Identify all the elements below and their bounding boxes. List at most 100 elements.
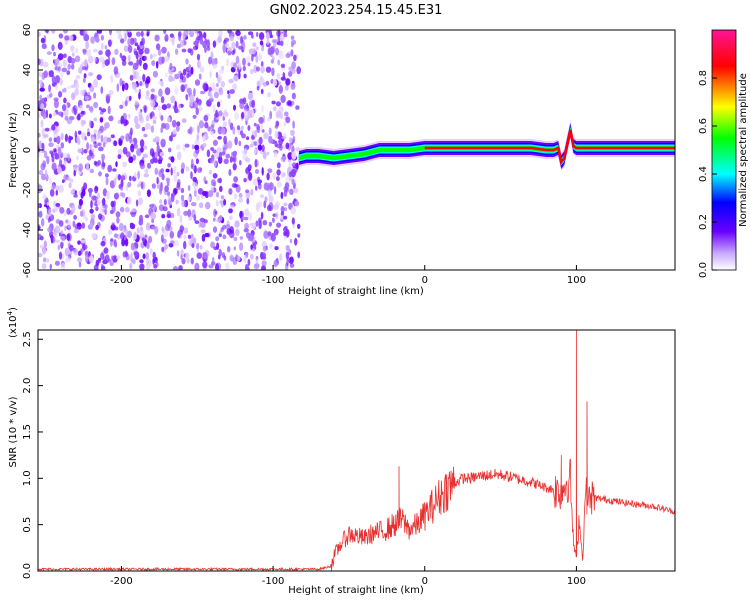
noise-speckle: [38, 170, 43, 175]
noise-speckle: [242, 57, 246, 66]
noise-speckle: [292, 136, 296, 144]
noise-speckle: [164, 87, 171, 96]
noise-speckle: [243, 254, 247, 263]
colorbar-tick-label: 0.6: [698, 118, 709, 134]
noise-speckle: [51, 125, 56, 131]
noise-speckle: [201, 234, 206, 242]
noise-speckle: [77, 222, 81, 227]
noise-speckle: [73, 169, 76, 177]
noise-speckle: [159, 185, 163, 192]
snr-ticks: -200 -100 0 100 0.0 0.5 1.0 1.5 2.0 2.5: [22, 331, 586, 587]
noise-speckle: [128, 113, 131, 119]
noise-speckle: [65, 103, 68, 112]
noise-speckle: [174, 48, 179, 55]
noise-speckle: [135, 31, 142, 37]
noise-speckle: [247, 31, 254, 36]
noise-speckle: [128, 175, 132, 182]
noise-speckle: [100, 134, 104, 143]
noise-speckle: [222, 146, 226, 154]
noise-speckle: [88, 55, 94, 64]
noise-speckle: [121, 83, 125, 92]
noise-speckle: [113, 226, 119, 231]
noise-speckle: [77, 148, 83, 154]
noise-speckle: [219, 215, 223, 221]
noise-speckle: [272, 79, 278, 87]
noise-speckle: [90, 36, 95, 44]
noise-speckle: [85, 41, 89, 50]
noise-speckle: [53, 52, 56, 57]
noise-speckle: [235, 30, 241, 36]
noise-speckle: [187, 196, 191, 201]
noise-speckle: [56, 166, 62, 174]
noise-speckle: [238, 193, 243, 198]
noise-speckle: [155, 61, 159, 69]
noise-speckle: [254, 158, 258, 168]
noise-speckle: [125, 251, 129, 257]
noise-speckle: [271, 67, 275, 77]
noise-speckle: [143, 133, 148, 138]
noise-speckle: [216, 218, 221, 223]
noise-speckle: [46, 51, 52, 55]
noise-speckle: [104, 208, 107, 216]
noise-speckle: [86, 49, 92, 57]
noise-speckle: [96, 30, 103, 34]
noise-speckle: [284, 111, 289, 117]
noise-speckle: [162, 206, 168, 212]
noise-speckle: [276, 181, 282, 188]
noise-speckle: [281, 171, 284, 179]
noise-speckle: [266, 38, 270, 45]
noise-speckle: [90, 213, 96, 221]
noise-speckle: [275, 110, 281, 118]
noise-speckle: [195, 194, 201, 201]
noise-speckle: [288, 249, 292, 256]
noise-speckle: [159, 199, 163, 204]
noise-speckle: [285, 251, 290, 260]
noise-speckle: [222, 234, 227, 240]
noise-speckle: [278, 138, 283, 146]
noise-speckle: [161, 226, 165, 231]
noise-speckle: [149, 203, 154, 208]
noise-speckle: [243, 73, 247, 79]
noise-speckle: [210, 147, 215, 151]
noise-speckle: [200, 90, 206, 95]
noise-speckle: [215, 71, 219, 79]
noise-speckle: [57, 111, 64, 117]
noise-speckle: [261, 105, 264, 113]
noise-speckle: [142, 253, 146, 260]
noise-speckle: [255, 185, 258, 191]
noise-speckle: [180, 168, 185, 174]
noise-speckle: [63, 87, 67, 93]
noise-speckle: [160, 126, 163, 134]
noise-speckle: [180, 194, 185, 202]
noise-speckle: [228, 118, 231, 127]
noise-speckle: [160, 96, 165, 104]
noise-speckle: [196, 32, 200, 37]
noise-speckle: [236, 125, 241, 131]
noise-speckle: [51, 162, 57, 171]
noise-speckle: [42, 61, 49, 68]
noise-speckle: [88, 189, 92, 198]
noise-speckle: [152, 119, 157, 124]
noise-speckle: [271, 217, 275, 222]
noise-speckle: [138, 110, 143, 119]
noise-speckle: [62, 153, 68, 158]
noise-speckle: [102, 208, 105, 213]
noise-speckle: [83, 32, 88, 42]
noise-speckle: [119, 52, 123, 59]
noise-speckle: [198, 221, 202, 228]
noise-speckle: [41, 173, 46, 181]
noise-speckle: [276, 30, 281, 37]
noise-speckle: [127, 31, 132, 38]
noise-speckle: [176, 144, 181, 151]
noise-speckle: [54, 75, 61, 84]
noise-speckle: [67, 176, 71, 181]
noise-speckle: [100, 252, 105, 260]
noise-speckle: [164, 185, 169, 193]
noise-speckle: [138, 49, 144, 55]
noise-speckle: [81, 66, 86, 71]
x-tick-label: -200: [110, 576, 133, 587]
noise-speckle: [262, 150, 267, 160]
noise-speckle: [157, 49, 162, 56]
noise-speckle: [226, 58, 230, 67]
